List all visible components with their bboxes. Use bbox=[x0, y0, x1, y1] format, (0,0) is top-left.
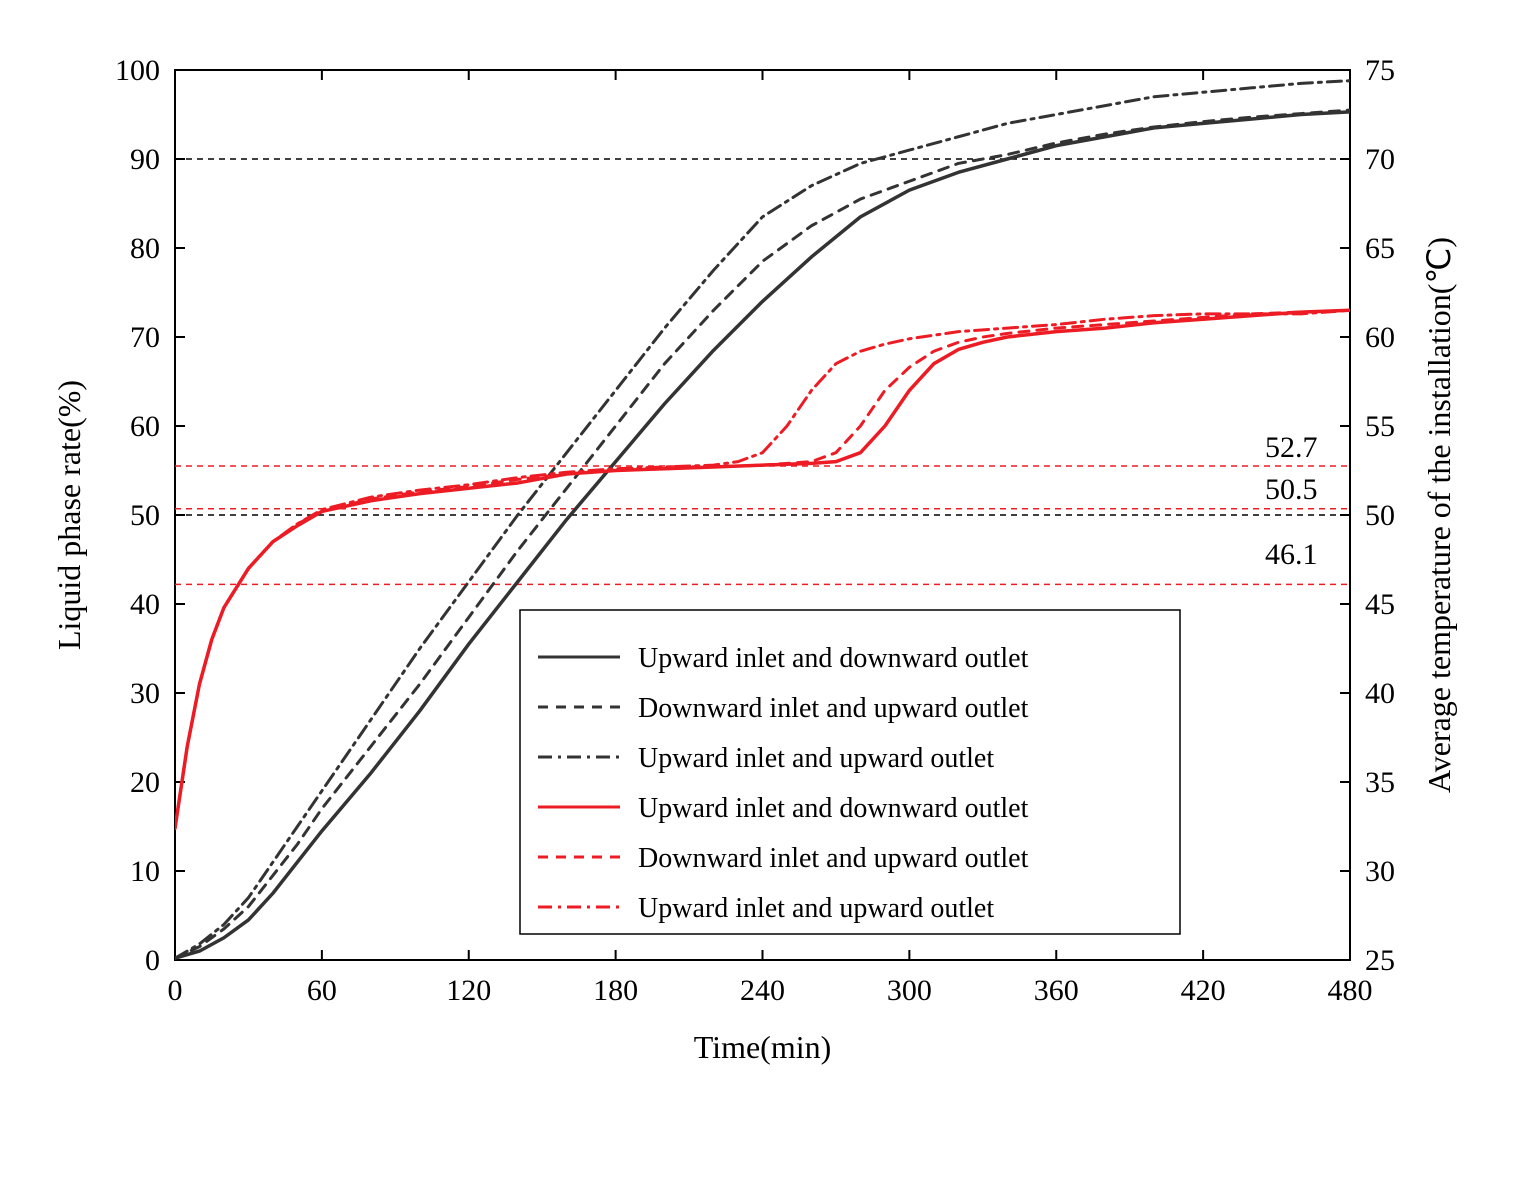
legend-label: Upward inlet and upward outlet bbox=[638, 743, 994, 774]
x-tick-label: 360 bbox=[1034, 974, 1079, 1007]
y-right-tick-label: 65 bbox=[1365, 232, 1395, 265]
y-left-tick-label: 60 bbox=[130, 410, 160, 443]
legend-label: Downward inlet and upward outlet bbox=[638, 843, 1029, 874]
y-right-tick-label: 55 bbox=[1365, 410, 1395, 443]
y-right-tick-label: 50 bbox=[1365, 499, 1395, 532]
legend-label: Upward inlet and downward outlet bbox=[638, 643, 1029, 674]
chart-container: 0 60 120 180 240 300 360 420 480 0 10 20 30 40 50 60 70 8… bbox=[0, 0, 1529, 1196]
x-tick-label: 420 bbox=[1181, 974, 1226, 1007]
y-right-tick-label: 35 bbox=[1365, 766, 1395, 799]
y-left-tick-label: 40 bbox=[130, 588, 160, 621]
legend-label: Upward inlet and upward outlet bbox=[638, 893, 994, 924]
y-right-tick-label: 30 bbox=[1365, 855, 1395, 888]
x-tick-label: 60 bbox=[307, 974, 337, 1007]
chart-svg: 0 60 120 180 240 300 360 420 480 0 10 20 30 40 50 60 70 8… bbox=[0, 0, 1529, 1196]
y-left-tick-label: 80 bbox=[130, 232, 160, 265]
y-left-tick-label: 50 bbox=[130, 499, 160, 532]
y-left-tick-label: 90 bbox=[130, 143, 160, 176]
y-left-tick-label: 10 bbox=[130, 855, 160, 888]
legend-label: Upward inlet and downward outlet bbox=[638, 793, 1029, 824]
x-tick-label: 120 bbox=[446, 974, 491, 1007]
x-tick-label: 480 bbox=[1328, 974, 1373, 1007]
y-right-tick-label: 60 bbox=[1365, 321, 1395, 354]
annotation-text: 50.5 bbox=[1265, 473, 1318, 506]
annotation-text: 46.1 bbox=[1265, 538, 1318, 571]
legend-label: Downward inlet and upward outlet bbox=[638, 693, 1029, 724]
y-left-axis-label: Liquid phase rate(%) bbox=[51, 380, 87, 650]
y-left-tick-label: 20 bbox=[130, 766, 160, 799]
y-right-tick-label: 75 bbox=[1365, 54, 1395, 87]
y-right-tick-label: 70 bbox=[1365, 143, 1395, 176]
y-left-tick-label: 100 bbox=[115, 54, 160, 87]
y-left-tick-label: 0 bbox=[145, 944, 160, 977]
y-right-tick-label: 25 bbox=[1365, 944, 1395, 977]
y-right-tick-label: 45 bbox=[1365, 588, 1395, 621]
x-tick-label: 240 bbox=[740, 974, 785, 1007]
annotation-text: 52.7 bbox=[1265, 431, 1318, 464]
y-left-tick-label: 70 bbox=[130, 321, 160, 354]
x-axis-label: Time(min) bbox=[694, 1029, 832, 1065]
y-right-tick-label: 40 bbox=[1365, 677, 1395, 710]
x-tick-label: 300 bbox=[887, 974, 932, 1007]
y-right-axis-label: Average temperature of the installation(… bbox=[1421, 237, 1457, 793]
x-tick-label: 0 bbox=[168, 974, 183, 1007]
x-tick-label: 180 bbox=[593, 974, 638, 1007]
y-left-tick-label: 30 bbox=[130, 677, 160, 710]
